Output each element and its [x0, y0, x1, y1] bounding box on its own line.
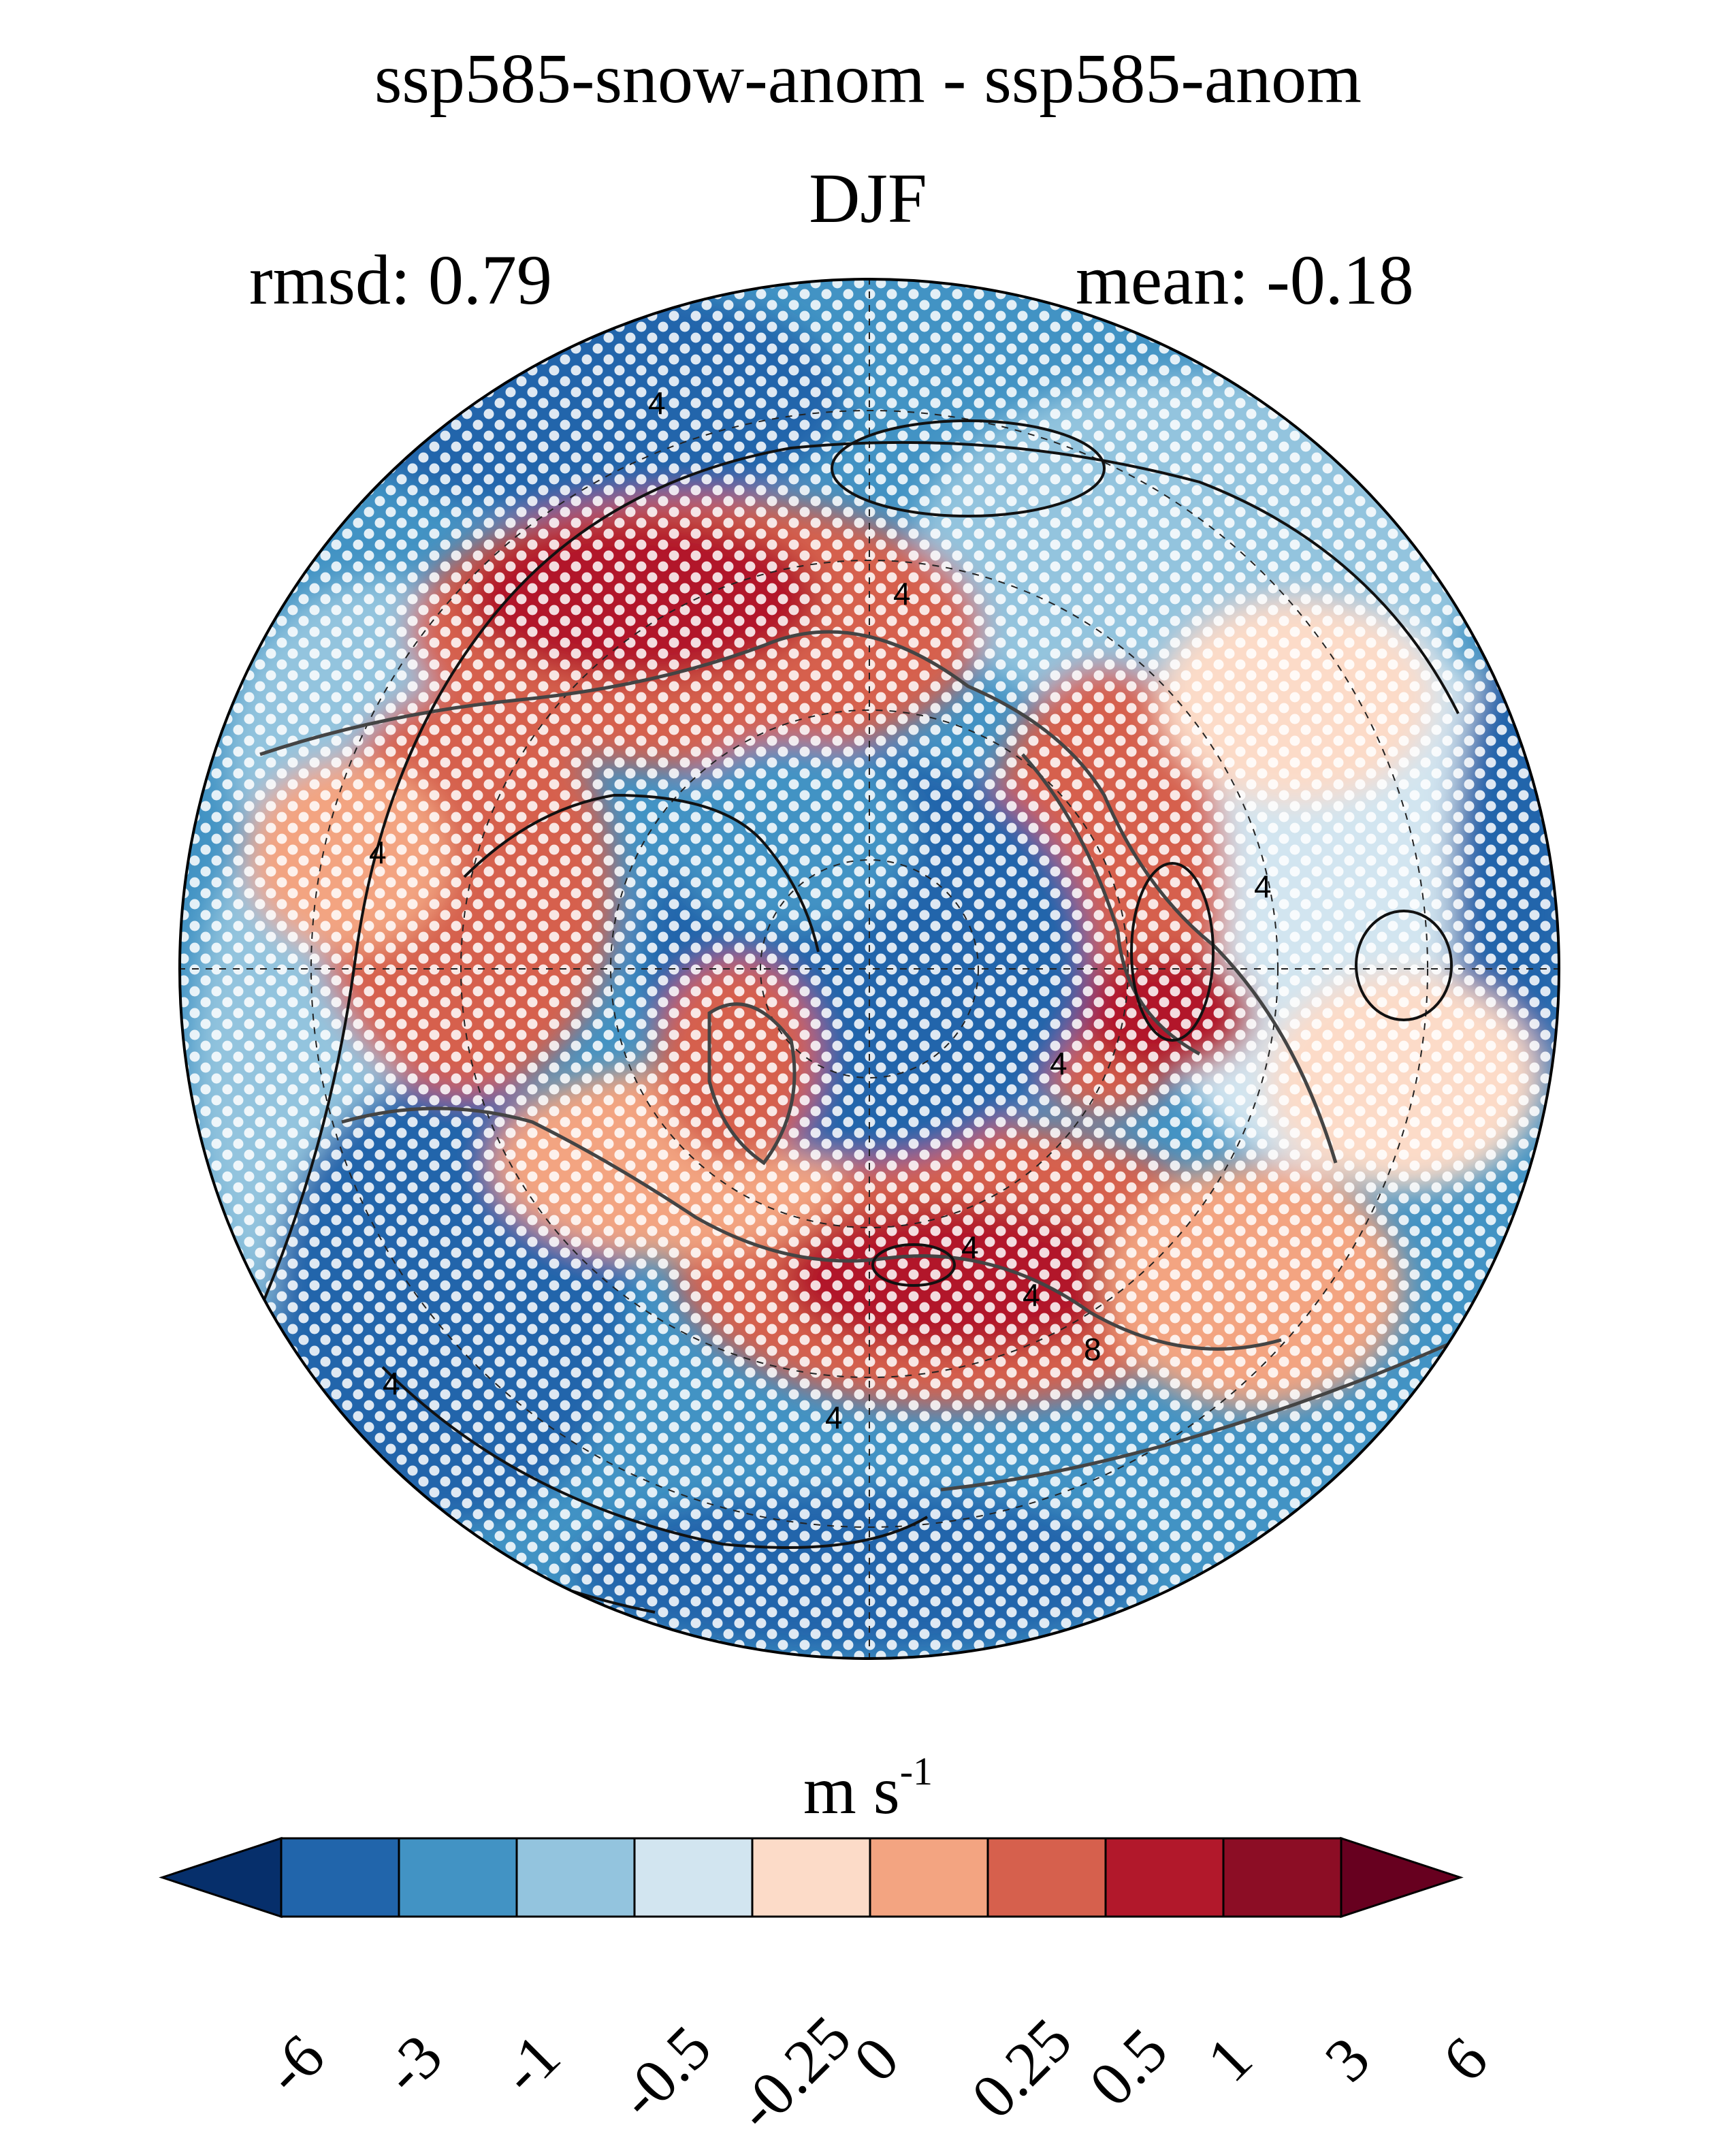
- coastlines: [259, 630, 1460, 1492]
- contour-label: 4: [825, 1400, 843, 1435]
- stippling: [180, 279, 1559, 1659]
- contour-label: 4: [369, 835, 387, 870]
- colorbar-tick-label: -1: [487, 2021, 573, 2107]
- rmsd-label: rmsd: 0.79: [249, 241, 552, 319]
- contour-label: 4: [383, 1366, 400, 1401]
- colorbar-tick-label: -0.5: [605, 2012, 724, 2132]
- map-border: [178, 278, 1560, 1660]
- units-exponent: -1: [899, 1748, 933, 1793]
- colorbar: [159, 1836, 1464, 1919]
- plot-subtitle: DJF: [809, 159, 927, 238]
- contour-label: 8: [1084, 1332, 1102, 1367]
- colorbar-extend-low: [159, 1836, 283, 1919]
- graticule: [180, 279, 1559, 1659]
- colorbar-cell: [986, 1837, 1107, 1918]
- colorbar-tick-label: 6: [1429, 2023, 1501, 2095]
- colorbar-cell: [633, 1837, 754, 1918]
- colorbar-cell: [515, 1837, 636, 1918]
- colorbar-tick-label: 0.25: [958, 2004, 1085, 2132]
- colorbar-cell: [1222, 1837, 1343, 1918]
- colorbar-cell: [398, 1837, 518, 1918]
- units-text: m s: [803, 1753, 900, 1828]
- colorbar-tick-label: 3: [1311, 2023, 1383, 2095]
- colorbar-tick-label: -3: [369, 2021, 455, 2107]
- colorbar-tick-label: 0.5: [1076, 2015, 1180, 2119]
- contour-label: 4: [1050, 1046, 1067, 1081]
- plot-title: ssp585-snow-anom - ssp585-anom: [374, 39, 1362, 118]
- contour-label: 4: [961, 1230, 979, 1265]
- colorbar-tick-label: -0.25: [722, 2002, 865, 2144]
- colorbar-tick-label: 1: [1193, 2023, 1266, 2095]
- polar-map: 4 4 4 4 4 4 4 8 4 4: [178, 278, 1560, 1660]
- colorbar-cell: [280, 1837, 400, 1918]
- colorbar-cell: [751, 1837, 871, 1918]
- mean-label: mean: -0.18: [1076, 241, 1414, 319]
- contour-labels: 4 4 4 4 4 4 4 8 4 4: [369, 385, 1272, 1435]
- colorbar-extend-high: [1340, 1836, 1464, 1919]
- colorbar-cell: [1104, 1837, 1225, 1918]
- contour-label: 4: [1254, 869, 1272, 904]
- contour-label: 4: [648, 385, 666, 421]
- colorbar-tick-label: -6: [251, 2021, 338, 2107]
- colorbar-units: m s-1: [0, 1751, 1736, 1825]
- contour-label: 4: [1023, 1277, 1040, 1313]
- colorbar-cell: [869, 1837, 989, 1918]
- contour-label: 4: [893, 576, 911, 611]
